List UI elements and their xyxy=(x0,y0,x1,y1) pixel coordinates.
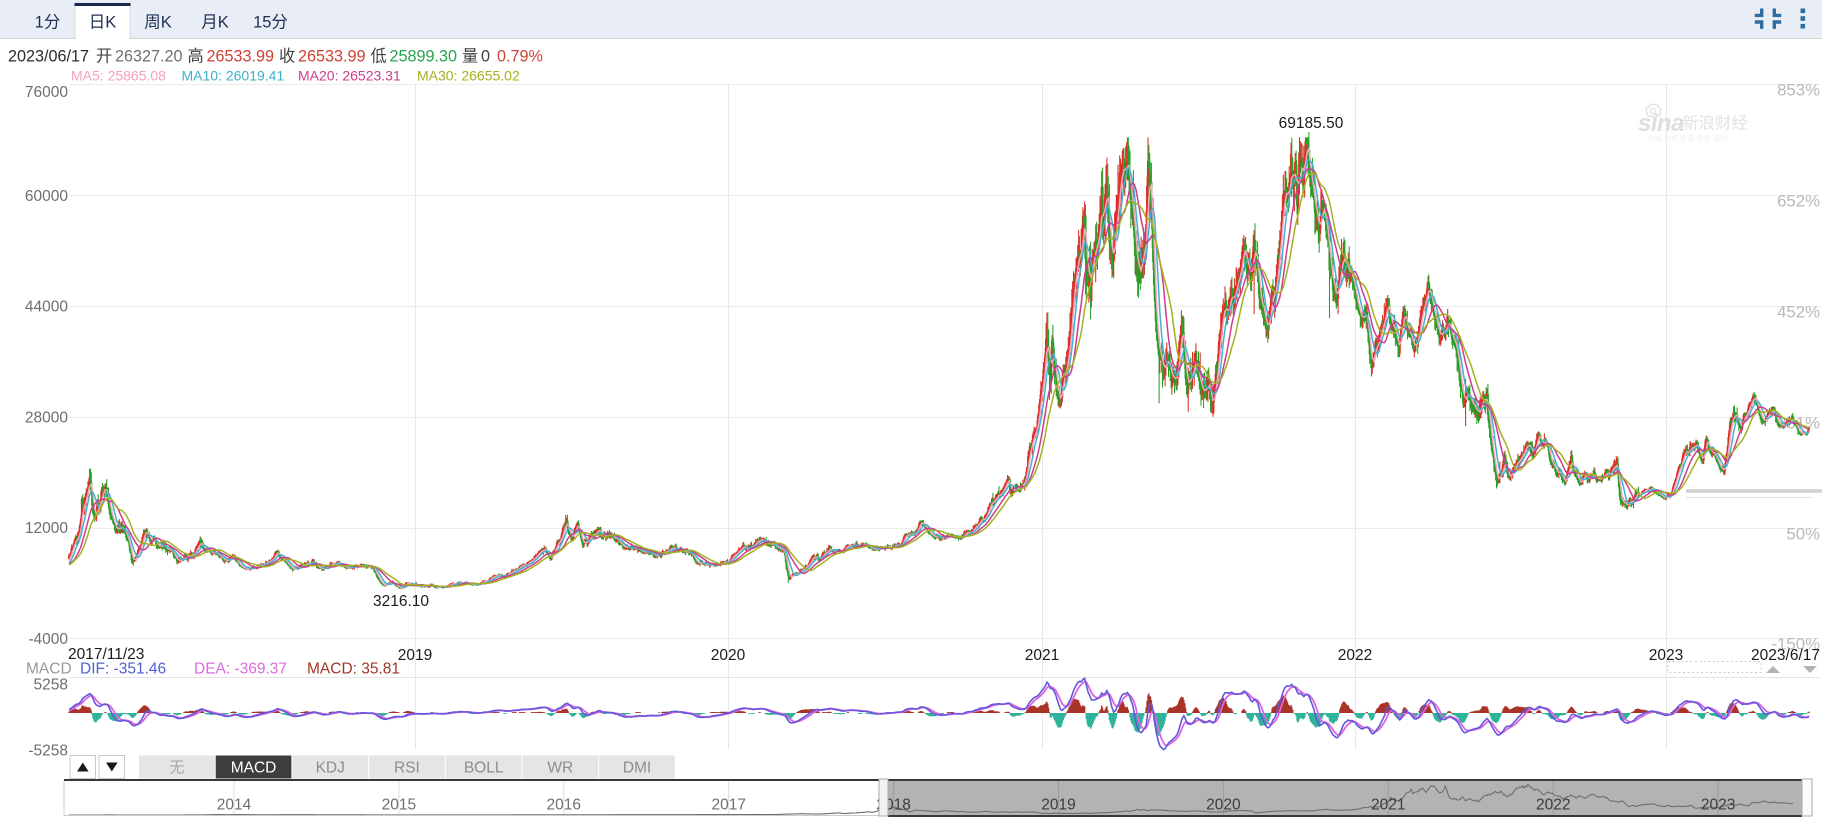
svg-text:69185.50: 69185.50 xyxy=(1279,115,1344,132)
svg-text:sina: sina xyxy=(1638,110,1684,137)
svg-text:0: 0 xyxy=(481,48,490,66)
svg-text:开: 开 xyxy=(96,48,112,66)
svg-text:WR: WR xyxy=(547,760,573,777)
svg-text:652%: 652% xyxy=(1777,192,1820,211)
svg-text:26327.20: 26327.20 xyxy=(115,48,183,66)
svg-text:2023/6/17: 2023/6/17 xyxy=(1751,647,1820,664)
svg-text:3216.10: 3216.10 xyxy=(373,593,429,610)
svg-text:MACD: MACD xyxy=(231,760,277,777)
svg-text:KDJ: KDJ xyxy=(316,760,345,777)
svg-text:低: 低 xyxy=(371,48,387,66)
svg-text:MA20: 26523.31: MA20: 26523.31 xyxy=(298,68,401,84)
svg-text:2015: 2015 xyxy=(382,797,416,814)
svg-text:28000: 28000 xyxy=(25,409,68,426)
svg-text:2023/06/17: 2023/06/17 xyxy=(8,48,89,66)
svg-text:2023: 2023 xyxy=(1701,797,1735,814)
svg-text:60000: 60000 xyxy=(25,188,68,205)
svg-text:DEA: -369.37: DEA: -369.37 xyxy=(194,661,287,678)
svg-text:MA30: 26655.02: MA30: 26655.02 xyxy=(417,68,520,84)
svg-text:1分: 1分 xyxy=(35,13,61,32)
svg-text:MACD: MACD xyxy=(26,661,72,678)
svg-text:76000: 76000 xyxy=(25,84,68,101)
svg-text:26533.99: 26533.99 xyxy=(298,48,366,66)
svg-text:50%: 50% xyxy=(1786,525,1820,544)
svg-text:2022: 2022 xyxy=(1536,797,1570,814)
svg-text:2014: 2014 xyxy=(217,797,252,814)
svg-text:-4000: -4000 xyxy=(28,631,68,648)
svg-text:2021: 2021 xyxy=(1371,797,1405,814)
svg-text:DMI: DMI xyxy=(623,760,651,777)
svg-text:2019: 2019 xyxy=(398,647,432,664)
svg-text:DIF: -351.46: DIF: -351.46 xyxy=(80,661,166,678)
svg-text:日K: 日K xyxy=(89,14,117,32)
svg-text:BOLL: BOLL xyxy=(464,760,504,777)
svg-text:2021: 2021 xyxy=(1025,647,1059,664)
svg-text:0.79%: 0.79% xyxy=(497,48,543,66)
svg-text:2022: 2022 xyxy=(1338,647,1372,664)
svg-text:MA5: 25865.08: MA5: 25865.08 xyxy=(71,68,166,84)
svg-text:452%: 452% xyxy=(1777,303,1820,322)
svg-text:853%: 853% xyxy=(1777,81,1820,100)
svg-text:25899.30: 25899.30 xyxy=(390,48,458,66)
svg-text:高: 高 xyxy=(188,48,204,66)
svg-text:无: 无 xyxy=(169,760,185,777)
svg-text:12000: 12000 xyxy=(25,520,68,537)
svg-text:周K: 周K xyxy=(144,14,172,32)
svg-text:-150%: -150% xyxy=(1771,635,1820,654)
svg-text:2017/11/23: 2017/11/23 xyxy=(68,646,144,663)
svg-text:2020: 2020 xyxy=(711,647,746,664)
svg-text:新浪财经: 新浪财经 xyxy=(1682,114,1748,133)
svg-text:RSI: RSI xyxy=(394,760,420,777)
svg-text:MACD: 35.81: MACD: 35.81 xyxy=(307,661,400,678)
svg-text:5258: 5258 xyxy=(34,677,68,694)
svg-text:2016: 2016 xyxy=(547,797,581,814)
svg-text:MA10: 26019.41: MA10: 26019.41 xyxy=(182,68,285,84)
svg-text:2017: 2017 xyxy=(711,797,745,814)
svg-text:-5258: -5258 xyxy=(28,743,68,760)
svg-text:月K: 月K xyxy=(201,14,229,32)
svg-text:15分: 15分 xyxy=(253,13,288,32)
svg-text:全球 财经资讯 专业 及时: 全球 财经资讯 专业 及时 xyxy=(1647,133,1729,143)
svg-text:2019: 2019 xyxy=(1041,797,1075,814)
svg-text:收: 收 xyxy=(279,48,295,66)
svg-text:2020: 2020 xyxy=(1206,797,1241,814)
svg-text:26533.99: 26533.99 xyxy=(207,48,275,66)
svg-text:44000: 44000 xyxy=(25,299,68,316)
svg-text:量: 量 xyxy=(462,48,478,66)
svg-text:2023: 2023 xyxy=(1649,647,1683,664)
